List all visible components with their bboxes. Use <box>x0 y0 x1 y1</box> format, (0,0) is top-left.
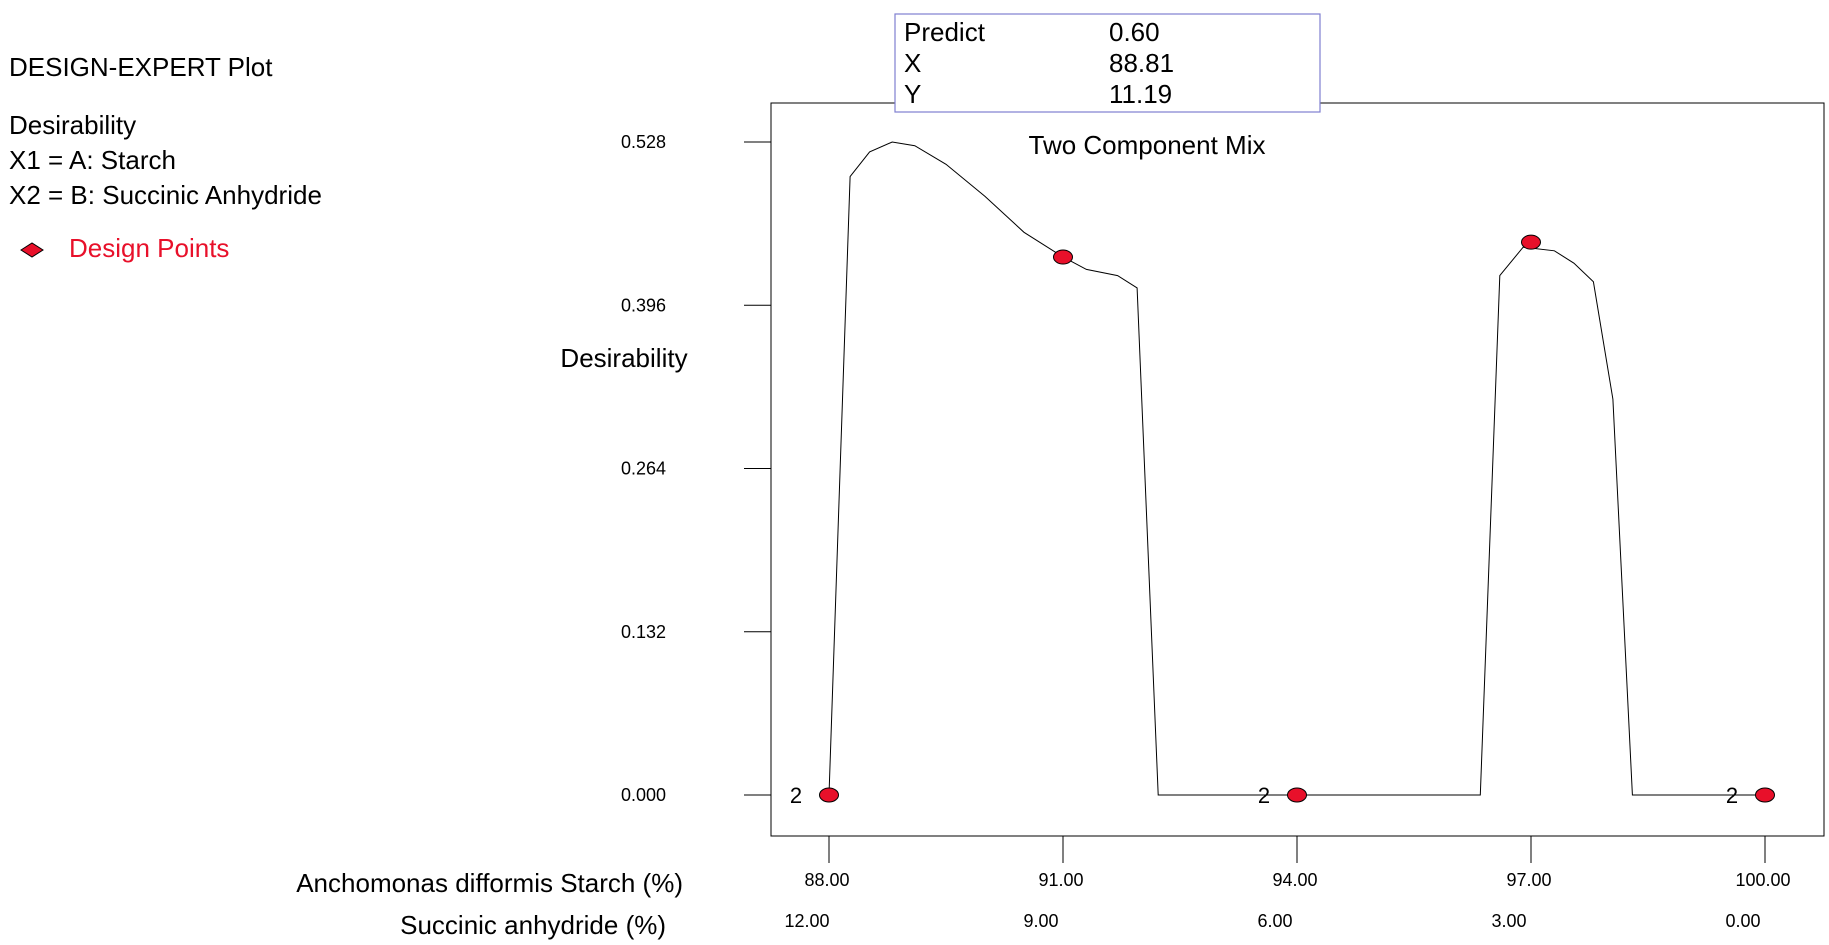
x-axis: 88.00 12.00 91.00 9.00 94.00 6.00 97.00 3.00 100… <box>784 836 1791 931</box>
design-points-legend: Design Points <box>9 231 322 266</box>
x-tick-label: 94.00 <box>1272 870 1317 890</box>
x2-tick-label: 6.00 <box>1257 911 1292 931</box>
design-point <box>1053 249 1073 265</box>
replicate-count-label: 2 <box>1258 783 1270 808</box>
y-tick-label: 0.000 <box>621 785 666 805</box>
y-axis-title: Desirability <box>560 343 687 373</box>
x-tick-label: 91.00 <box>1038 870 1083 890</box>
factor-x2-label: X2 = B: Succinic Anhydride <box>9 180 322 210</box>
x2-tick-label: 3.00 <box>1491 911 1526 931</box>
x-tick-label: 100.00 <box>1735 870 1790 890</box>
design-point <box>1287 787 1307 803</box>
tooltip-label: Predict <box>904 17 986 47</box>
design-point <box>1755 787 1775 803</box>
design-point <box>819 787 839 803</box>
x-tick-label: 88.00 <box>804 870 849 890</box>
tooltip-label: X <box>904 48 921 78</box>
x2-tick-label: 12.00 <box>784 911 829 931</box>
desirability-curve <box>828 141 1765 796</box>
tooltip-value: 0.60 <box>1109 17 1160 47</box>
tooltip-box <box>894 13 1321 113</box>
chart-title: Two Component Mix <box>1029 130 1266 160</box>
y-tick-label: 0.396 <box>621 295 666 315</box>
design-points: 2 2 2 <box>790 234 1775 808</box>
replicate-count-label: 2 <box>1726 783 1738 808</box>
tooltip-label: Y <box>904 79 921 109</box>
design-point-marker-icon <box>20 242 44 258</box>
y-axis: 0.000 0.132 0.264 0.396 0.528 <box>621 132 771 805</box>
design-points-label: Design Points <box>69 233 230 263</box>
prediction-tooltip: Predict 0.60 X 88.81 Y 11.19 <box>894 13 1321 113</box>
design-point <box>1521 234 1541 250</box>
program-title: DESIGN-EXPERT Plot <box>9 52 273 82</box>
y-tick-label: 0.132 <box>621 622 666 642</box>
x2-tick-label: 9.00 <box>1023 911 1058 931</box>
y-tick-label: 0.528 <box>621 132 666 152</box>
x2-tick-label: 0.00 <box>1725 911 1760 931</box>
replicate-count-label: 2 <box>790 783 802 808</box>
response-label: Desirability <box>9 110 137 140</box>
y-tick-label: 0.264 <box>621 459 666 479</box>
tooltip-value: 88.81 <box>1109 48 1174 78</box>
plot-frame <box>770 102 1825 837</box>
tooltip-value: 11.19 <box>1109 79 1172 109</box>
legend: DESIGN-EXPERT Plot Desirability X1 = A: … <box>9 50 322 266</box>
x-tick-label: 97.00 <box>1506 870 1551 890</box>
x-axis-title: Anchomonas difformis Starch (%) <box>296 868 683 898</box>
factor-x1-label: X1 = A: Starch <box>9 145 176 175</box>
x2-axis-title: Succinic anhydride (%) <box>400 910 666 940</box>
